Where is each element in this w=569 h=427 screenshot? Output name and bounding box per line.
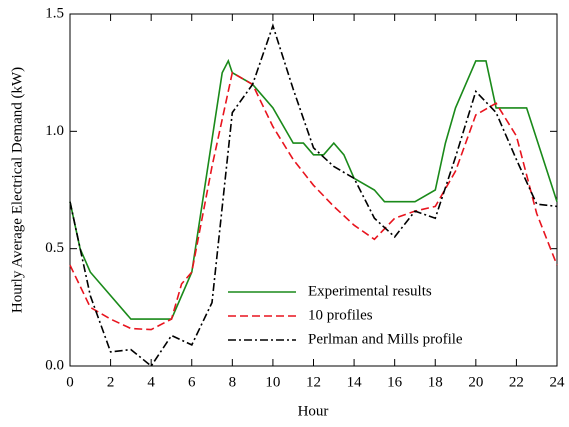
x-tick-label: 2 bbox=[107, 374, 115, 390]
y-tick-label: 0.5 bbox=[45, 240, 64, 256]
y-tick-label: 1.5 bbox=[45, 5, 64, 21]
x-tick-label: 8 bbox=[229, 374, 237, 390]
series-line bbox=[69, 58, 558, 320]
y-tick-label: 0.0 bbox=[45, 357, 64, 373]
x-tick-label: 14 bbox=[347, 374, 363, 390]
x-tick-label: 4 bbox=[147, 374, 155, 390]
series-line bbox=[69, 23, 558, 368]
legend-label: Experimental results bbox=[308, 283, 432, 299]
series-line bbox=[69, 71, 558, 331]
y-axis-label: Hourly Average Electrical Demand (kW) bbox=[9, 67, 25, 313]
x-tick-label: 18 bbox=[428, 374, 443, 390]
x-tick-label: 12 bbox=[306, 374, 321, 390]
x-tick-label: 22 bbox=[509, 374, 524, 390]
y-tick-label: 1.0 bbox=[45, 123, 64, 139]
x-tick-label: 0 bbox=[66, 374, 74, 390]
x-tick-label: 10 bbox=[265, 374, 280, 390]
x-tick-label: 20 bbox=[468, 374, 483, 390]
x-tick-label: 16 bbox=[387, 374, 403, 390]
legend-label: 10 profiles bbox=[308, 307, 373, 323]
x-tick-label: 24 bbox=[550, 374, 566, 390]
legend-label: Perlman and Mills profile bbox=[308, 331, 463, 347]
x-axis-label: Hour bbox=[298, 403, 329, 419]
x-tick-label: 6 bbox=[188, 374, 196, 390]
